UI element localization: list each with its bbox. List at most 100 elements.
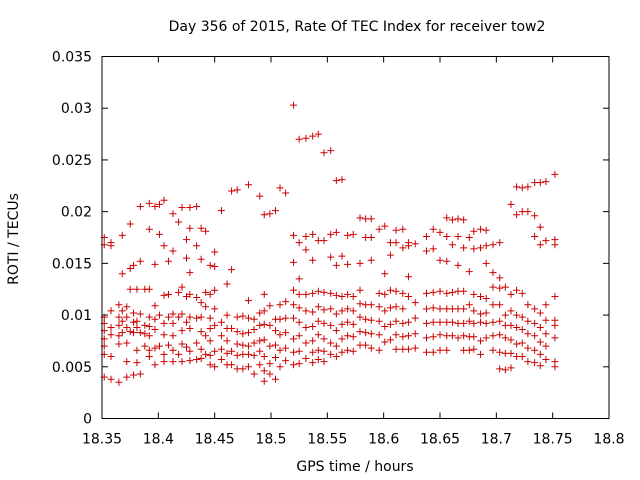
data-point: [381, 270, 389, 278]
data-point: [513, 340, 521, 348]
data-point: [133, 285, 141, 293]
data-point: [260, 307, 268, 315]
data-point: [130, 371, 138, 379]
data-point: [349, 320, 357, 328]
data-point: [169, 332, 177, 340]
data-point: [145, 225, 153, 233]
data-point: [123, 303, 131, 311]
data-point: [375, 289, 383, 297]
data-point: [115, 340, 123, 348]
data-point: [302, 232, 310, 240]
data-point: [367, 344, 375, 352]
data-point: [233, 328, 241, 336]
data-point: [443, 346, 451, 354]
data-point: [302, 323, 310, 331]
data-point: [429, 304, 437, 312]
data-point: [228, 187, 236, 195]
data-point: [233, 340, 241, 348]
data-point: [338, 320, 346, 328]
data-point: [145, 332, 153, 340]
data-point: [282, 189, 290, 197]
data-point: [344, 332, 352, 340]
data-point: [429, 245, 437, 253]
data-point: [244, 297, 252, 305]
data-point: [183, 254, 190, 262]
data-point: [518, 352, 526, 360]
data-point: [107, 242, 115, 250]
data-point: [233, 351, 241, 359]
data-point: [244, 329, 252, 337]
data-point: [211, 305, 219, 313]
data-point: [524, 208, 532, 216]
data-point: [531, 232, 539, 240]
data-point: [193, 339, 201, 347]
data-point: [381, 338, 389, 346]
data-point: [470, 319, 478, 327]
data-point: [202, 332, 210, 340]
data-point: [470, 333, 478, 341]
data-point: [290, 258, 298, 266]
data-point: [332, 261, 340, 269]
data-point: [507, 290, 515, 298]
data-point: [256, 347, 264, 355]
data-point: [507, 321, 515, 329]
data-point: [344, 290, 352, 298]
data-point: [295, 275, 303, 283]
data-point: [536, 179, 544, 187]
data-point: [404, 332, 412, 340]
data-point: [477, 318, 485, 326]
data-point: [295, 135, 303, 143]
data-point: [282, 329, 290, 337]
data-point: [332, 177, 340, 185]
data-point: [507, 349, 515, 357]
data-point: [482, 226, 490, 234]
data-point: [551, 292, 559, 300]
data-point: [175, 350, 183, 358]
data-point: [155, 230, 163, 238]
data-point: [178, 327, 186, 335]
x-tick-label: 18.7: [481, 432, 512, 448]
data-point: [175, 218, 183, 226]
data-point: [470, 307, 478, 315]
data-point: [460, 319, 468, 327]
data-point: [327, 321, 335, 329]
data-point: [155, 311, 163, 319]
data-point: [160, 331, 168, 339]
data-point: [266, 370, 274, 378]
data-point: [256, 321, 264, 329]
data-point: [266, 210, 274, 218]
data-point: [295, 360, 303, 368]
data-point: [513, 183, 521, 191]
data-point: [429, 288, 437, 296]
y-axis-label: ROTI / TECUs: [6, 193, 22, 285]
data-point: [126, 328, 134, 336]
y-tick-label: 0.005: [52, 360, 92, 376]
data-point: [239, 330, 247, 338]
data-point: [422, 348, 430, 356]
data-point: [290, 286, 298, 294]
data-point: [531, 319, 539, 327]
data-point: [470, 227, 478, 235]
data-point: [392, 303, 400, 311]
data-point: [436, 331, 444, 339]
y-tick-label: 0.015: [52, 256, 92, 272]
data-point: [524, 358, 532, 366]
data-points: [100, 101, 559, 386]
data-point: [524, 344, 532, 352]
data-point: [160, 196, 168, 204]
data-point: [470, 245, 478, 253]
data-point: [524, 330, 532, 338]
data-point: [411, 299, 419, 307]
data-point: [206, 361, 214, 369]
data-point: [202, 227, 210, 235]
data-point: [244, 350, 252, 358]
data-point: [107, 323, 115, 331]
data-point: [411, 314, 419, 322]
data-point: [429, 225, 437, 233]
data-point: [145, 285, 153, 293]
data-point: [186, 290, 194, 298]
data-point: [314, 356, 322, 364]
data-point: [542, 342, 550, 350]
data-point: [164, 257, 172, 265]
